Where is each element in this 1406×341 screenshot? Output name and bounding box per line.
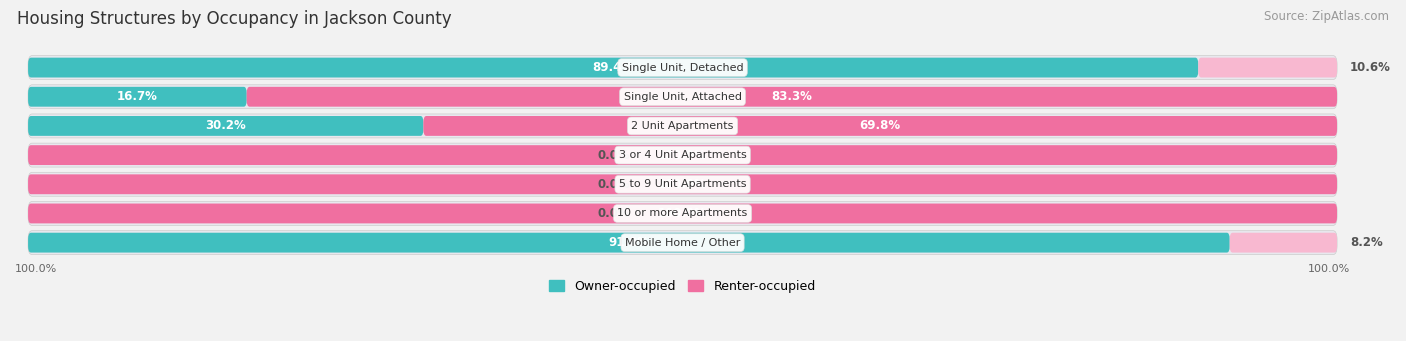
- FancyBboxPatch shape: [28, 174, 1337, 194]
- FancyBboxPatch shape: [28, 87, 246, 107]
- Text: Mobile Home / Other: Mobile Home / Other: [624, 238, 740, 248]
- FancyBboxPatch shape: [28, 231, 1337, 255]
- Text: 0.0%: 0.0%: [598, 178, 630, 191]
- FancyBboxPatch shape: [28, 85, 1337, 109]
- Text: Single Unit, Detached: Single Unit, Detached: [621, 63, 744, 73]
- Text: 10.6%: 10.6%: [1350, 61, 1391, 74]
- Text: 100.0%: 100.0%: [1308, 264, 1350, 274]
- Text: 100.0%: 100.0%: [658, 207, 707, 220]
- Text: 16.7%: 16.7%: [117, 90, 157, 103]
- FancyBboxPatch shape: [28, 204, 1337, 223]
- Text: 30.2%: 30.2%: [205, 119, 246, 132]
- Text: Housing Structures by Occupancy in Jackson County: Housing Structures by Occupancy in Jacks…: [17, 10, 451, 28]
- Text: 2 Unit Apartments: 2 Unit Apartments: [631, 121, 734, 131]
- Text: 100.0%: 100.0%: [15, 264, 58, 274]
- FancyBboxPatch shape: [246, 87, 1337, 107]
- Text: 69.8%: 69.8%: [859, 119, 901, 132]
- FancyBboxPatch shape: [28, 172, 1337, 196]
- FancyBboxPatch shape: [28, 114, 1337, 138]
- Text: 5 to 9 Unit Apartments: 5 to 9 Unit Apartments: [619, 179, 747, 189]
- Text: Single Unit, Attached: Single Unit, Attached: [624, 92, 741, 102]
- Text: 100.0%: 100.0%: [658, 178, 707, 191]
- FancyBboxPatch shape: [1230, 233, 1337, 253]
- Text: 91.8%: 91.8%: [609, 236, 650, 249]
- Text: Source: ZipAtlas.com: Source: ZipAtlas.com: [1264, 10, 1389, 23]
- FancyBboxPatch shape: [28, 143, 1337, 167]
- FancyBboxPatch shape: [28, 145, 1337, 165]
- Text: 8.2%: 8.2%: [1350, 236, 1384, 249]
- Text: 10 or more Apartments: 10 or more Apartments: [617, 208, 748, 219]
- Text: 83.3%: 83.3%: [772, 90, 813, 103]
- FancyBboxPatch shape: [28, 116, 423, 136]
- Text: 3 or 4 Unit Apartments: 3 or 4 Unit Apartments: [619, 150, 747, 160]
- FancyBboxPatch shape: [1198, 58, 1337, 77]
- Legend: Owner-occupied, Renter-occupied: Owner-occupied, Renter-occupied: [544, 275, 821, 298]
- FancyBboxPatch shape: [28, 202, 1337, 225]
- Text: 100.0%: 100.0%: [658, 149, 707, 162]
- FancyBboxPatch shape: [28, 233, 1230, 253]
- Text: 0.0%: 0.0%: [598, 207, 630, 220]
- Text: 89.4%: 89.4%: [592, 61, 634, 74]
- Text: 0.0%: 0.0%: [598, 149, 630, 162]
- FancyBboxPatch shape: [423, 116, 1337, 136]
- FancyBboxPatch shape: [28, 58, 1198, 77]
- FancyBboxPatch shape: [28, 56, 1337, 79]
